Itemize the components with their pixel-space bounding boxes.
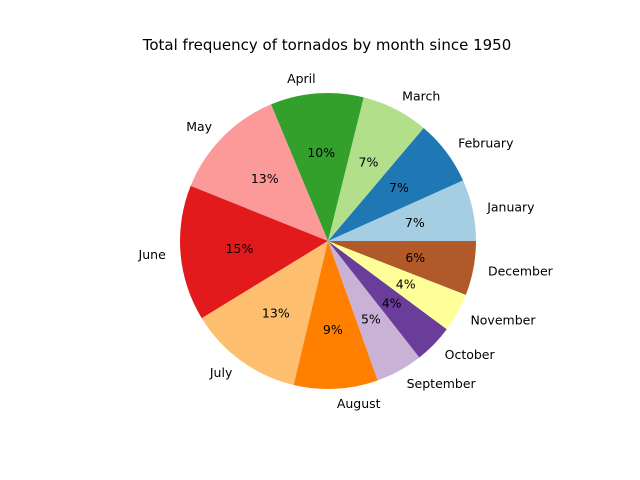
- percent-label-october: 4%: [382, 295, 402, 310]
- pie-slice-february: [328, 128, 464, 241]
- percent-label-december: 6%: [405, 250, 425, 265]
- percent-label-may: 13%: [251, 171, 279, 186]
- percent-label-february: 7%: [389, 180, 409, 195]
- percent-label-january: 7%: [405, 215, 425, 230]
- category-label-may: May: [186, 119, 212, 134]
- category-label-august: August: [337, 396, 381, 411]
- pie-slice-july: [201, 241, 328, 385]
- pie-slice-january: [328, 180, 476, 241]
- percent-label-april: 10%: [307, 145, 335, 160]
- percent-label-november: 4%: [396, 277, 416, 292]
- pie-slice-september: [328, 241, 420, 381]
- pie-slice-december: [328, 241, 476, 295]
- category-label-april: April: [287, 71, 316, 86]
- percent-label-june: 15%: [226, 241, 254, 256]
- pie-category-labels: January February March April May June July Augu…: [138, 71, 554, 411]
- percent-label-september: 5%: [361, 311, 381, 326]
- pie-slice-march: [328, 97, 424, 241]
- category-label-july: July: [209, 365, 233, 380]
- percent-label-august: 9%: [323, 322, 343, 337]
- category-label-november: November: [470, 312, 536, 327]
- category-label-september: September: [407, 376, 477, 391]
- percent-label-july: 13%: [262, 305, 290, 320]
- chart-title: Total frequency of tornados by month sin…: [142, 36, 512, 54]
- pie-slice-april: [270, 93, 364, 241]
- pie-slice-october: [328, 241, 447, 358]
- category-label-february: February: [458, 136, 514, 151]
- category-label-june: June: [138, 247, 167, 262]
- category-label-january: January: [486, 199, 535, 214]
- category-label-december: December: [488, 264, 554, 279]
- pie-slice-november: [328, 241, 466, 330]
- percent-label-march: 7%: [359, 154, 379, 169]
- pie-slices: [180, 93, 476, 390]
- category-label-march: March: [402, 89, 440, 104]
- pie-slice-august: [293, 241, 378, 390]
- pie-percent-labels: 7%7%7%10%13%15%13%9%5%4%4%6%: [226, 145, 426, 337]
- pie-slice-june: [180, 185, 328, 319]
- category-label-october: October: [445, 347, 496, 362]
- pie-slice-may: [190, 104, 328, 242]
